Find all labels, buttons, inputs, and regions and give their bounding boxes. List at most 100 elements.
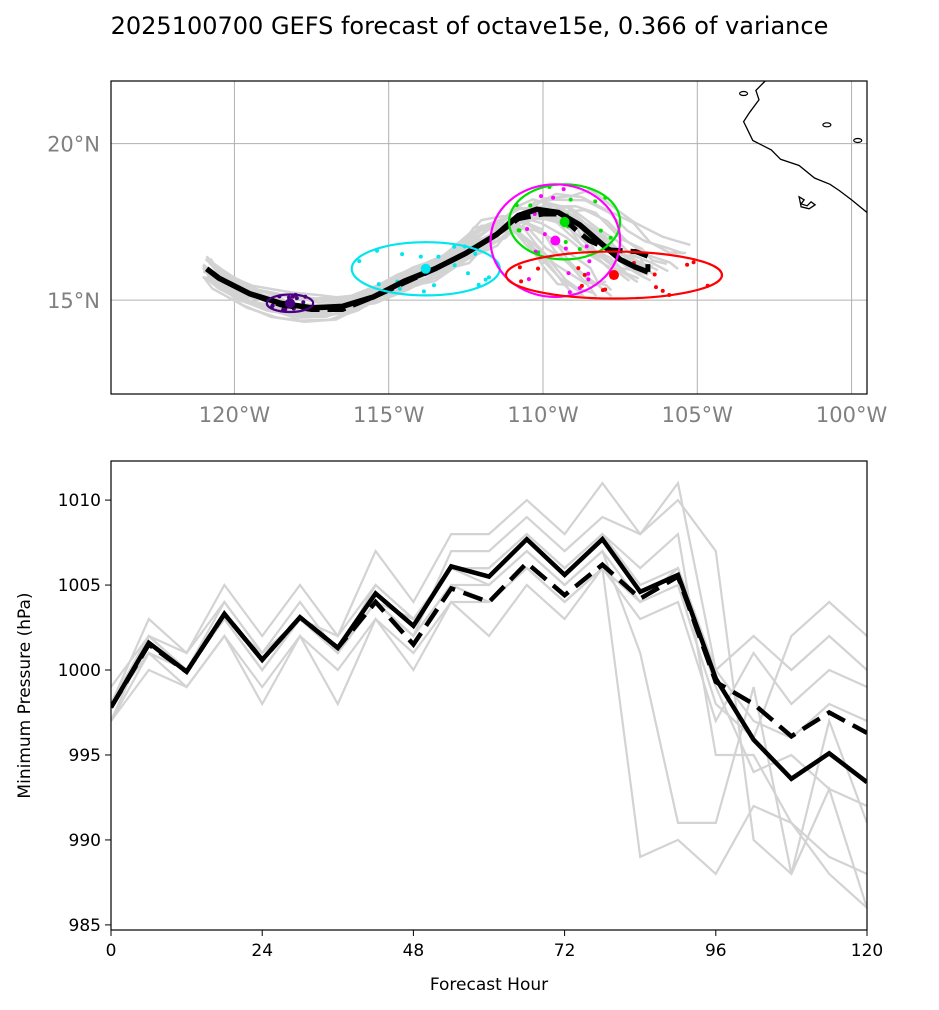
member-position-dot	[652, 272, 657, 277]
ellipse-center-marker	[550, 235, 561, 246]
member-position-dot	[582, 272, 587, 277]
member-position-dot	[418, 254, 423, 259]
member-position-dot	[526, 277, 531, 282]
member-pressure-line	[111, 566, 867, 724]
member-position-dot	[584, 244, 589, 249]
ellipse-center-marker	[420, 263, 431, 274]
y-axis-label: Minimum Pressure (hPa)	[15, 592, 35, 798]
uncertainty-ellipse	[504, 250, 724, 300]
map-lat-tick-label: 20°N	[47, 133, 100, 157]
mean-track	[205, 206, 649, 311]
member-position-dot	[586, 271, 591, 276]
map-lon-tick-label: 120°W	[199, 403, 271, 427]
inland-lake	[798, 195, 817, 210]
member-position-dot	[685, 262, 690, 267]
x-axis-label: Forecast Hour	[430, 975, 548, 995]
island	[822, 122, 832, 128]
member-position-dot	[551, 195, 556, 200]
member-pressure-line	[111, 549, 867, 808]
member-pressure-line	[111, 549, 867, 875]
member-position-dot	[586, 277, 591, 282]
member-position-dot	[593, 199, 598, 204]
member-position-dot	[587, 259, 592, 264]
coastline	[742, 81, 867, 214]
ellipse-center-marker	[608, 270, 619, 281]
member-pressure-line	[111, 531, 867, 875]
island	[738, 90, 749, 97]
map-frame	[110, 80, 868, 395]
member-position-dot	[563, 246, 568, 251]
map-plot-area	[111, 81, 896, 394]
y-tick-label: 990	[69, 831, 101, 851]
member-position-dot	[563, 239, 568, 244]
x-tick-label: 48	[403, 941, 425, 961]
pressure-frame	[110, 460, 868, 931]
member-position-dot	[538, 194, 543, 199]
member-track	[204, 188, 691, 301]
member-pressure-line	[111, 566, 867, 740]
member-pressure-line	[111, 532, 867, 740]
y-tick-label: 995	[69, 746, 101, 766]
member-position-dot	[579, 283, 584, 288]
member-position-dot	[421, 289, 426, 294]
mean-pressure-line	[111, 535, 867, 784]
member-position-dot	[436, 254, 441, 259]
y-tick-label: 1005	[58, 576, 101, 596]
member-position-dot	[431, 283, 436, 288]
member-position-dot	[517, 228, 522, 233]
chart-title: 2025100700 GEFS forecast of octave15e, 0…	[110, 12, 829, 40]
member-position-dot	[357, 259, 362, 264]
member-pressure-line	[111, 480, 867, 705]
member-position-dot	[567, 290, 572, 295]
member-position-dot	[576, 266, 581, 271]
member-position-dot	[400, 252, 405, 257]
map-lon-tick-label: 115°W	[353, 403, 425, 427]
member-position-dot	[577, 247, 582, 252]
x-tick-label: 72	[554, 941, 576, 961]
member-pressure-line	[111, 481, 867, 909]
map-lon-tick-label: 100°W	[816, 403, 888, 427]
member-position-dot	[598, 228, 603, 233]
member-position-dot	[301, 300, 306, 305]
member-position-dot	[542, 232, 547, 237]
member-position-dot	[603, 287, 608, 292]
ellipse-center-marker	[559, 216, 570, 227]
member-position-dot	[691, 260, 696, 265]
x-tick-label: 0	[106, 941, 117, 961]
ellipse-center-marker	[284, 298, 295, 309]
member-position-dot	[566, 271, 571, 276]
member-position-dot	[486, 275, 491, 280]
map-lon-tick-label: 110°W	[507, 403, 579, 427]
y-tick-label: 1000	[58, 661, 101, 681]
y-tick-label: 985	[69, 916, 101, 936]
member-position-dot	[536, 266, 541, 271]
pressure-plot-area	[111, 480, 867, 909]
control-pressure-line	[111, 559, 867, 740]
member-position-dot	[525, 227, 530, 232]
island	[888, 138, 896, 142]
member-position-dot	[608, 235, 613, 240]
x-tick-label: 96	[705, 941, 727, 961]
member-position-dot	[528, 203, 533, 208]
island	[853, 137, 863, 144]
x-tick-label: 24	[251, 941, 273, 961]
map-lat-tick-label: 15°N	[47, 289, 100, 313]
member-position-dot	[561, 187, 566, 192]
member-position-dot	[653, 285, 658, 290]
member-position-dot	[473, 251, 478, 256]
member-position-dot	[483, 277, 488, 282]
track-map: 120°W 115°W 110°W 105°W 100°W 15°N 20°N	[47, 80, 896, 427]
y-tick-label: 1010	[58, 491, 101, 511]
member-position-dot	[466, 271, 471, 276]
member-position-dot	[376, 282, 381, 287]
x-tick-label: 120	[851, 941, 883, 961]
uncertainty-ellipse	[489, 183, 622, 299]
member-position-dot	[517, 265, 522, 270]
member-position-dot	[660, 288, 665, 293]
member-position-dot	[568, 197, 573, 202]
map-lon-tick-label: 105°W	[662, 403, 734, 427]
member-position-dot	[397, 286, 402, 291]
member-position-dot	[294, 296, 299, 301]
member-position-dot	[452, 244, 457, 249]
member-position-dot	[519, 279, 524, 284]
